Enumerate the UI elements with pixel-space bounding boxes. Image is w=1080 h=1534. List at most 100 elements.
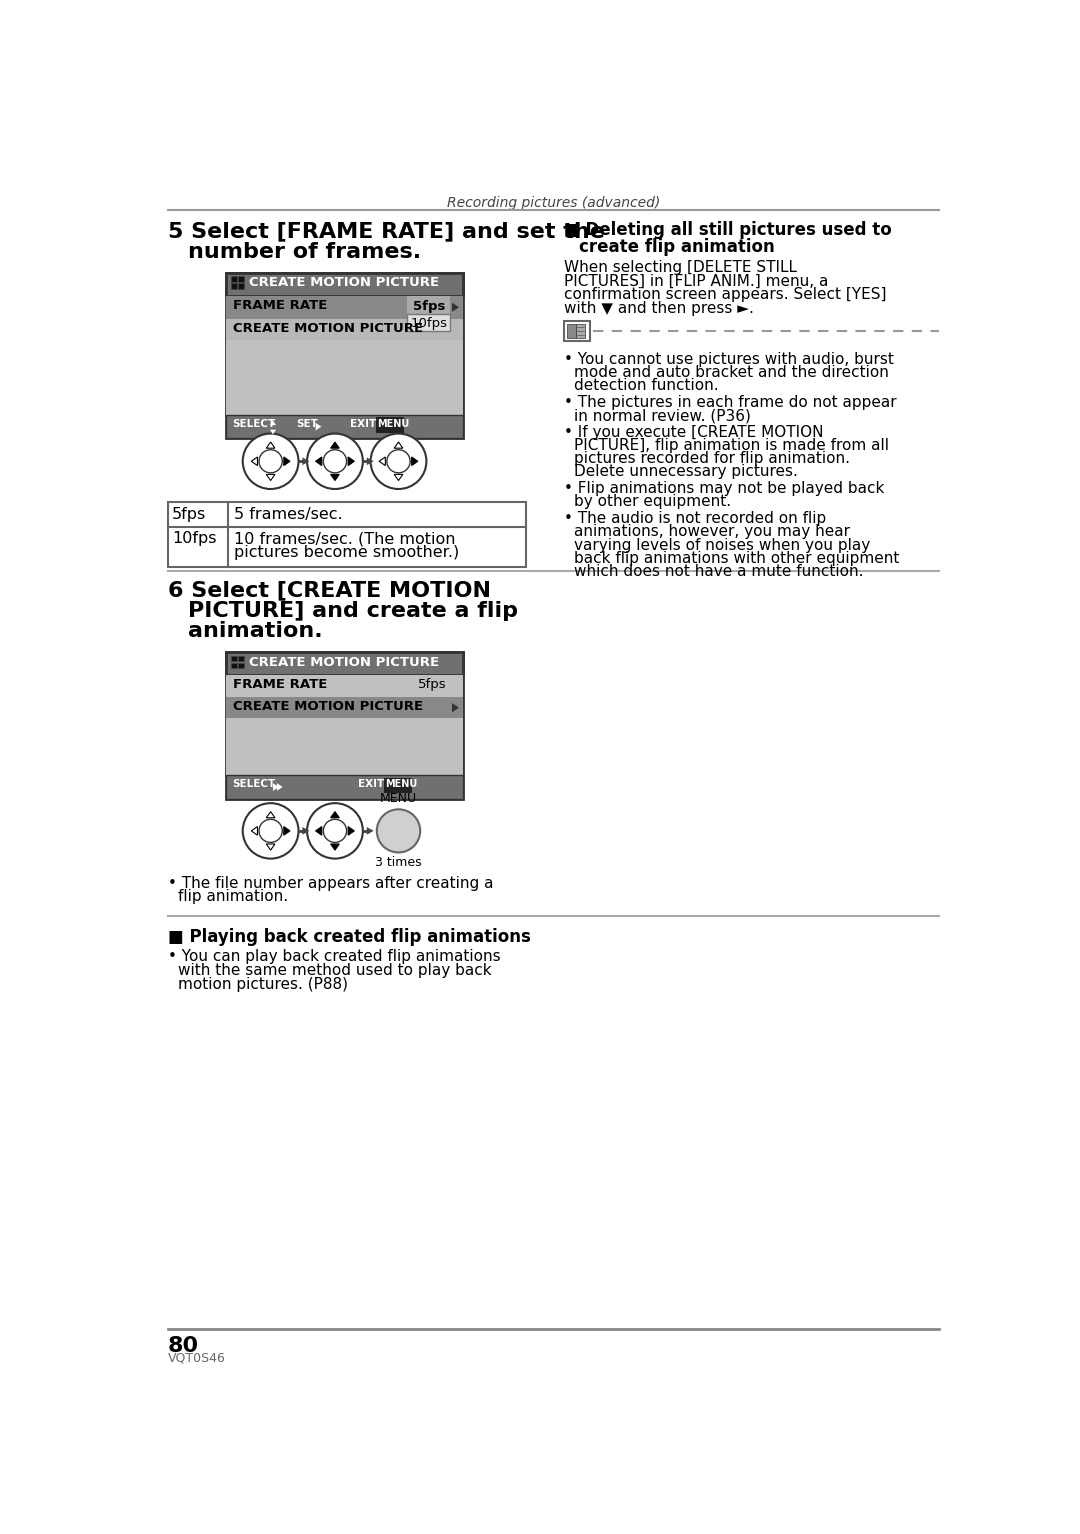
Bar bbox=[227, 776, 463, 799]
Bar bbox=[238, 284, 243, 288]
Text: VQT0S46: VQT0S46 bbox=[167, 1351, 226, 1364]
Text: 5fps: 5fps bbox=[418, 678, 446, 692]
Polygon shape bbox=[348, 457, 354, 466]
Polygon shape bbox=[348, 827, 354, 834]
Bar bbox=[567, 324, 576, 337]
Circle shape bbox=[370, 434, 427, 489]
Text: by other equipment.: by other equipment. bbox=[573, 494, 731, 509]
Text: ■ Playing back created flip animations: ■ Playing back created flip animations bbox=[167, 928, 530, 946]
Text: animation.: animation. bbox=[188, 621, 322, 641]
Circle shape bbox=[307, 434, 363, 489]
Polygon shape bbox=[302, 457, 309, 465]
Polygon shape bbox=[276, 784, 283, 792]
Bar bbox=[227, 652, 463, 675]
Text: FRAME RATE: FRAME RATE bbox=[232, 678, 327, 692]
Text: CREATE MOTION PICTURE: CREATE MOTION PICTURE bbox=[248, 657, 440, 669]
Bar bbox=[227, 273, 463, 296]
Text: • If you execute [CREATE MOTION: • If you execute [CREATE MOTION bbox=[564, 425, 823, 440]
Polygon shape bbox=[330, 474, 339, 480]
Text: 5fps: 5fps bbox=[413, 299, 445, 313]
Polygon shape bbox=[394, 442, 403, 448]
Circle shape bbox=[243, 434, 298, 489]
Bar bbox=[227, 696, 463, 718]
Polygon shape bbox=[252, 457, 257, 466]
Polygon shape bbox=[252, 827, 257, 834]
Text: 5 Select [FRAME RATE] and set the: 5 Select [FRAME RATE] and set the bbox=[167, 221, 605, 241]
Circle shape bbox=[323, 819, 347, 842]
Text: detection function.: detection function. bbox=[573, 377, 718, 393]
Text: CREATE MOTION PICTURE: CREATE MOTION PICTURE bbox=[232, 700, 422, 713]
Text: 5 frames/sec.: 5 frames/sec. bbox=[234, 508, 342, 523]
Text: • The audio is not recorded on flip: • The audio is not recorded on flip bbox=[564, 511, 826, 526]
Polygon shape bbox=[330, 442, 339, 448]
Text: SELECT: SELECT bbox=[232, 419, 275, 430]
Text: • The file number appears after creating a: • The file number appears after creating… bbox=[167, 876, 494, 891]
Polygon shape bbox=[267, 844, 275, 850]
Polygon shape bbox=[270, 430, 276, 434]
Polygon shape bbox=[394, 474, 403, 480]
Text: EXIT: EXIT bbox=[359, 779, 384, 790]
Text: pictures recorded for flip animation.: pictures recorded for flip animation. bbox=[573, 451, 850, 466]
Text: SELECT: SELECT bbox=[232, 779, 275, 790]
Polygon shape bbox=[315, 423, 322, 431]
Polygon shape bbox=[411, 457, 418, 466]
Polygon shape bbox=[315, 457, 322, 466]
Text: mode and auto bracket and the direction: mode and auto bracket and the direction bbox=[573, 365, 889, 380]
Bar bbox=[376, 417, 404, 433]
Polygon shape bbox=[451, 302, 459, 311]
Polygon shape bbox=[273, 784, 279, 792]
Polygon shape bbox=[267, 442, 275, 448]
Bar bbox=[407, 296, 449, 314]
Bar bbox=[227, 675, 463, 696]
Text: MENU: MENU bbox=[386, 779, 418, 790]
Text: 80: 80 bbox=[167, 1336, 199, 1356]
Text: Recording pictures (advanced): Recording pictures (advanced) bbox=[447, 196, 660, 210]
Bar bbox=[407, 314, 449, 331]
Text: FRAME RATE: FRAME RATE bbox=[232, 299, 327, 311]
Polygon shape bbox=[267, 811, 275, 818]
Text: with the same method used to play back: with the same method used to play back bbox=[178, 963, 492, 979]
Text: with ▼ and then press ►.: with ▼ and then press ►. bbox=[564, 301, 754, 316]
Bar bbox=[227, 718, 463, 776]
Polygon shape bbox=[330, 811, 339, 818]
Circle shape bbox=[243, 804, 298, 859]
Text: 6 Select [CREATE MOTION: 6 Select [CREATE MOTION bbox=[167, 580, 490, 600]
Polygon shape bbox=[367, 827, 374, 834]
Text: which does not have a mute function.: which does not have a mute function. bbox=[573, 563, 863, 578]
Text: flip animation.: flip animation. bbox=[178, 890, 288, 905]
Polygon shape bbox=[451, 703, 459, 712]
Bar bbox=[238, 276, 243, 282]
Text: motion pictures. (P88): motion pictures. (P88) bbox=[178, 977, 349, 992]
Text: varying levels of noises when you play: varying levels of noises when you play bbox=[573, 537, 869, 552]
Text: Delete unnecessary pictures.: Delete unnecessary pictures. bbox=[573, 465, 797, 479]
Circle shape bbox=[377, 810, 420, 853]
Text: • The pictures in each frame do not appear: • The pictures in each frame do not appe… bbox=[564, 396, 896, 410]
Bar bbox=[238, 663, 243, 669]
Bar bbox=[576, 324, 585, 337]
Text: back flip animations with other equipment: back flip animations with other equipmen… bbox=[573, 551, 899, 566]
Text: MENU: MENU bbox=[378, 419, 409, 430]
Bar bbox=[238, 657, 243, 661]
Polygon shape bbox=[267, 474, 275, 480]
Polygon shape bbox=[284, 457, 291, 466]
Text: 10 frames/sec. (The motion: 10 frames/sec. (The motion bbox=[234, 531, 456, 546]
Polygon shape bbox=[315, 827, 322, 834]
Polygon shape bbox=[367, 457, 374, 465]
Text: ■ Deleting all still pictures used to: ■ Deleting all still pictures used to bbox=[564, 221, 891, 239]
Circle shape bbox=[259, 449, 282, 472]
Text: SET: SET bbox=[296, 419, 319, 430]
Bar bbox=[227, 296, 463, 319]
Bar bbox=[231, 284, 237, 288]
Text: 3 times: 3 times bbox=[375, 856, 422, 868]
Bar bbox=[383, 778, 411, 793]
Text: CREATE MOTION PICTURE: CREATE MOTION PICTURE bbox=[232, 322, 422, 334]
Text: • Flip animations may not be played back: • Flip animations may not be played back bbox=[564, 482, 883, 497]
Text: 5fps: 5fps bbox=[172, 508, 206, 523]
Bar bbox=[227, 341, 463, 416]
Polygon shape bbox=[330, 844, 339, 850]
Text: PICTURE] and create a flip: PICTURE] and create a flip bbox=[188, 601, 517, 621]
Text: • You can play back created flip animations: • You can play back created flip animati… bbox=[167, 950, 500, 965]
Circle shape bbox=[387, 449, 410, 472]
Text: • You cannot use pictures with audio, burst: • You cannot use pictures with audio, bu… bbox=[564, 351, 893, 367]
Circle shape bbox=[259, 819, 282, 842]
